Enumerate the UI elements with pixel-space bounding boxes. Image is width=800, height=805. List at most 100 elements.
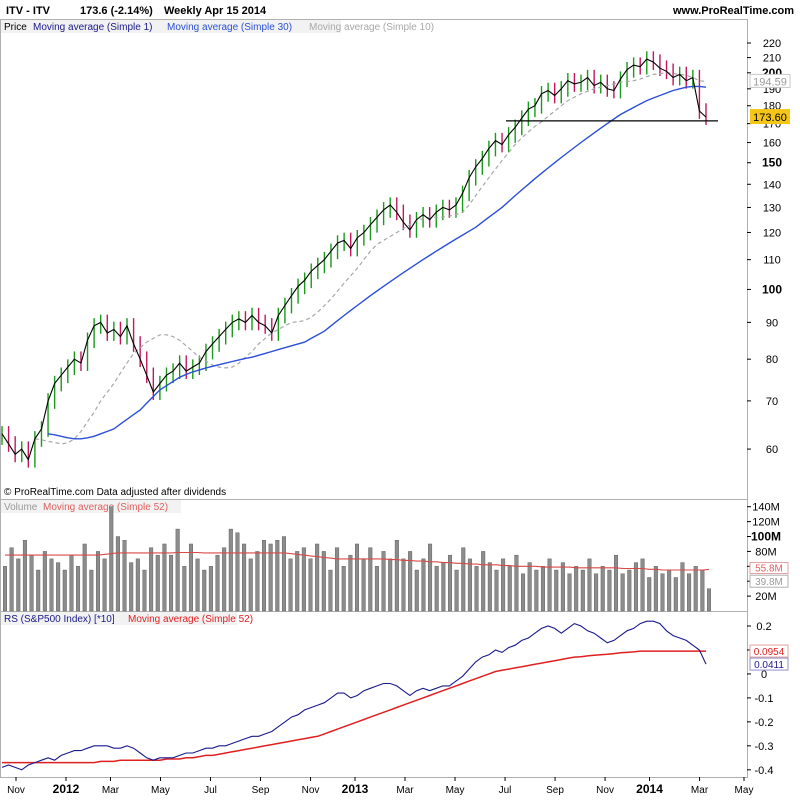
copyright-label: © ProRealTime.com Data adjusted after di…: [4, 487, 226, 498]
volume-bar: [640, 558, 645, 612]
volume-bar: [95, 551, 100, 612]
volume-bar: [355, 543, 360, 612]
price-y-tick-label: 110: [763, 255, 781, 267]
volume-bar: [228, 528, 233, 612]
volume-bar: [321, 551, 326, 612]
x-tick-label: 2012: [53, 782, 80, 796]
volume-last-badge: [749, 574, 789, 588]
volume-bar: [102, 558, 107, 612]
volume-bar: [700, 569, 705, 612]
header: ITV - ITV 173.6 (-2.14%) Weekly Apr 15 2…: [6, 5, 794, 17]
x-tick-label: Sep: [252, 785, 270, 796]
volume-bar: [560, 562, 565, 612]
volume-bar: [29, 554, 34, 612]
rs-y-tick-label: -0.4: [755, 765, 774, 777]
volume-bar: [673, 577, 678, 612]
volume-bar: [76, 566, 81, 612]
volume-bar: [208, 566, 213, 612]
volume-bar: [687, 573, 692, 612]
volume-bar: [89, 569, 94, 612]
volume-bar: [275, 540, 280, 612]
volume-bar: [16, 558, 21, 612]
x-tick-label: Nov: [596, 785, 614, 796]
volume-bar: [707, 588, 712, 612]
price-y-tick-label: 170: [763, 119, 781, 131]
price-y-tick-label: 140: [763, 179, 781, 191]
volume-bar: [149, 547, 154, 612]
rs-ma-line: [2, 650, 706, 764]
volume-bar: [428, 543, 433, 612]
volume-bar: [281, 536, 286, 612]
rs-last-badge: [749, 657, 789, 671]
price-y-tick-label: 60: [766, 444, 778, 456]
volume-bar: [122, 540, 127, 612]
volume-bar: [394, 540, 399, 612]
volume-bar: [647, 577, 652, 612]
volume-bar: [607, 569, 612, 612]
rs-y-tick-label: -0.2: [755, 717, 774, 729]
volume-bar: [580, 569, 585, 612]
price-legend: Price Moving average (Simple 1) Moving a…: [1, 20, 434, 33]
x-tick-label: Mar: [102, 785, 120, 796]
price-y-tick-label: 120: [763, 227, 781, 239]
volume-bar: [328, 569, 333, 612]
volume-legend: Volume Moving average (Simple 52): [1, 500, 181, 513]
x-tick-label: Sep: [546, 785, 564, 796]
volume-bar: [135, 558, 140, 612]
x-tick-label: Jul: [204, 785, 217, 796]
volume-bar: [494, 569, 499, 612]
volume-bar: [202, 569, 207, 612]
quote-label: 173.6 (-2.14%): [80, 5, 153, 17]
volume-bar: [315, 543, 320, 612]
legend-rs-ma: Moving average (Simple 52): [128, 614, 253, 625]
last-price-badge: [750, 109, 790, 125]
volume-bar: [693, 566, 698, 612]
volume-bar: [514, 554, 519, 612]
rs-y-tick-label: 0: [761, 669, 767, 681]
x-tick-label: Mar: [396, 785, 414, 796]
price-y-tick-label: 210: [763, 53, 781, 65]
volume-bar: [507, 566, 512, 612]
x-tick-label: Mar: [691, 785, 709, 796]
ma10-line: [34, 72, 707, 445]
volume-ma-line: [5, 551, 710, 571]
volume-bar: [222, 547, 227, 612]
volume-bar: [62, 569, 67, 612]
volume-bar: [594, 573, 599, 612]
volume-bar: [182, 566, 187, 612]
volume-bar: [381, 551, 386, 612]
volume-bar: [441, 562, 446, 612]
price-y-tick-label: 80: [766, 354, 778, 366]
volume-bar: [155, 554, 160, 612]
volume-bar: [388, 558, 393, 612]
volume-bar: [288, 558, 293, 612]
legend-rs: RS (S&P500 Index) [*10]: [4, 614, 115, 625]
ma30-line: [47, 85, 707, 440]
volume-bar: [361, 558, 366, 612]
volume-bar: [461, 547, 466, 612]
volume-bar: [521, 573, 526, 612]
volume-bar: [633, 562, 638, 612]
volume-bar: [169, 554, 174, 612]
price-y-tick-label: 150: [762, 156, 782, 170]
x-tick-label: Nov: [7, 785, 25, 796]
legend-volume-ma: Moving average (Simple 52): [43, 502, 168, 513]
volume-y-tick-label: 140M: [752, 502, 780, 514]
volume-bar: [554, 569, 559, 612]
volume-bar: [348, 554, 353, 612]
price-y-tick-label: 160: [763, 138, 781, 150]
x-tick-label: May: [735, 785, 754, 796]
rs-ma-badge: [749, 644, 789, 658]
volume-bar: [540, 566, 545, 612]
ma10-value-badge: [749, 73, 791, 88]
volume-bar: [501, 558, 506, 612]
rs-y-tick-label: -0.3: [755, 741, 774, 753]
last-price-label: 173.60: [753, 112, 787, 124]
price-layer: 6070809010011012013014015016017018019020…: [1, 38, 791, 468]
volume-bar: [620, 573, 625, 612]
volume-bar: [56, 562, 61, 612]
volume-bar: [481, 551, 486, 612]
volume-bar: [129, 562, 134, 612]
rs-panel-frame: [0, 611, 748, 778]
